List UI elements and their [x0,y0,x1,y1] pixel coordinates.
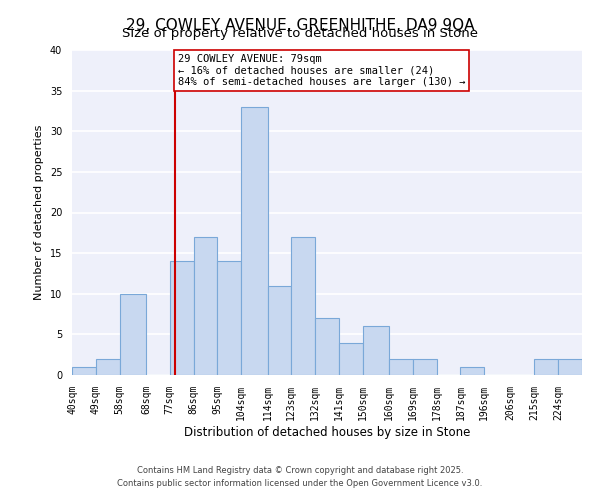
Bar [96,359,119,375]
Text: 29, COWLEY AVENUE, GREENHITHE, DA9 9QA: 29, COWLEY AVENUE, GREENHITHE, DA9 9QA [126,18,474,32]
Bar [362,326,389,375]
Bar [339,342,362,375]
Bar [460,367,484,375]
Bar [217,261,241,375]
Bar [292,237,315,375]
Bar [558,359,582,375]
Bar [170,261,194,375]
Bar [413,359,437,375]
Text: 29 COWLEY AVENUE: 79sqm
← 16% of detached houses are smaller (24)
84% of semi-de: 29 COWLEY AVENUE: 79sqm ← 16% of detache… [178,54,465,88]
Y-axis label: Number of detached properties: Number of detached properties [34,125,44,300]
Bar [194,237,217,375]
Bar [315,318,339,375]
Bar [389,359,413,375]
Text: Size of property relative to detached houses in Stone: Size of property relative to detached ho… [122,28,478,40]
Bar [268,286,292,375]
Bar [119,294,146,375]
Bar [72,367,96,375]
Text: Contains HM Land Registry data © Crown copyright and database right 2025.
Contai: Contains HM Land Registry data © Crown c… [118,466,482,487]
Bar [241,107,268,375]
X-axis label: Distribution of detached houses by size in Stone: Distribution of detached houses by size … [184,426,470,438]
Bar [535,359,558,375]
